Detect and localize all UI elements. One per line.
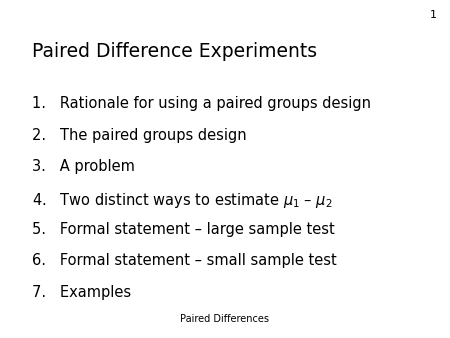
- Text: 1: 1: [429, 10, 436, 20]
- Text: 6.   Formal statement – small sample test: 6. Formal statement – small sample test: [32, 254, 336, 268]
- Text: 7.   Examples: 7. Examples: [32, 285, 130, 300]
- Text: 3.   A problem: 3. A problem: [32, 159, 135, 174]
- Text: 2.   The paired groups design: 2. The paired groups design: [32, 128, 246, 143]
- Text: 4.   Two distinct ways to estimate $\mu_1$ – $\mu_2$: 4. Two distinct ways to estimate $\mu_1$…: [32, 191, 332, 210]
- Text: 5.   Formal statement – large sample test: 5. Formal statement – large sample test: [32, 222, 334, 237]
- Text: Paired Difference Experiments: Paired Difference Experiments: [32, 42, 317, 61]
- Text: 1.   Rationale for using a paired groups design: 1. Rationale for using a paired groups d…: [32, 96, 370, 111]
- Text: Paired Differences: Paired Differences: [180, 314, 270, 324]
